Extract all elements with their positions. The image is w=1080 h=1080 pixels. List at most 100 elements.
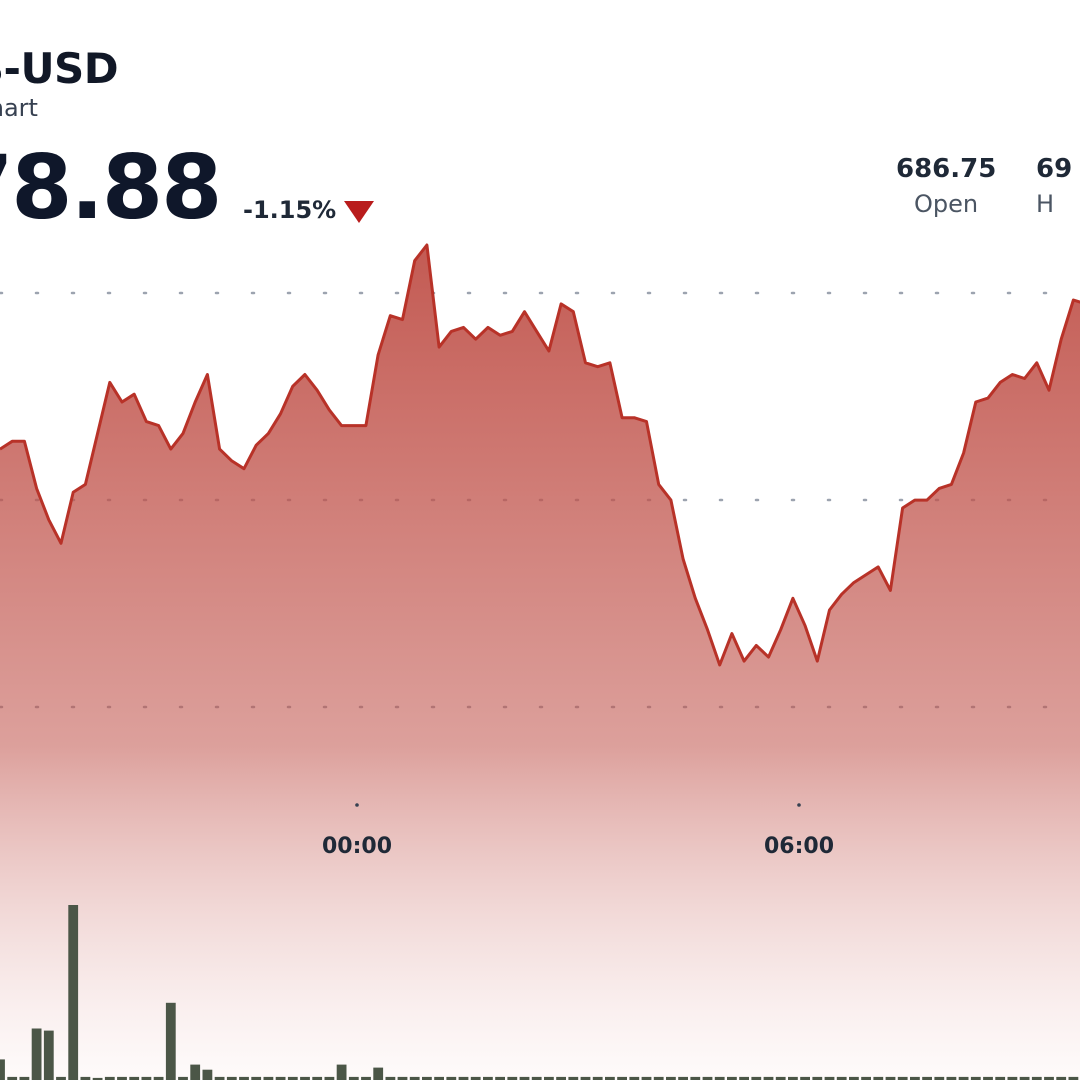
x-tick-mark [355,803,359,807]
volume-bar [641,1076,652,1080]
volume-bar [788,1076,798,1080]
volume-bar [605,1076,615,1080]
volume-bar [214,1076,225,1080]
volume-bar [922,1076,932,1080]
volume-bar [995,1076,1006,1080]
stat-high-label: H [1036,190,1055,218]
volume-bar [714,1076,725,1080]
volume-bar [629,1076,640,1080]
stat-high-value: 69 [1036,154,1073,184]
volume-bar [544,1076,554,1080]
volume-bar [970,1076,981,1080]
price-change-percent: -1.15% [243,196,337,224]
volume-bar [702,1076,713,1080]
volume-bar [1044,1076,1054,1080]
volume-bar [43,1030,54,1080]
volume-bar [336,1064,347,1080]
volume-bar [141,1076,152,1080]
volume-bar [812,1076,823,1080]
volume-bar [92,1077,103,1080]
volume-bar [422,1076,432,1080]
stat-high: 69 H [1036,154,1080,218]
volume-bar [824,1076,835,1080]
volume-bar [287,1076,298,1080]
volume-bars [0,905,1079,1080]
volume-bar [958,1076,969,1080]
stat-open: 686.75 Open [896,154,996,218]
volume-bar [275,1076,286,1080]
x-tick-marks [355,803,801,807]
volume-bar [983,1076,993,1080]
volume-bar [56,1076,66,1080]
volume-bar [373,1067,384,1080]
volume-bar [946,1076,957,1080]
volume-bar [727,1076,737,1080]
volume-bar [104,1076,115,1080]
volume-bar [202,1069,213,1080]
volume-bar [324,1076,335,1080]
volume-bar [617,1076,627,1080]
volume-bar [226,1076,237,1080]
current-price: 78.88 [0,136,222,239]
volume-bar [1068,1076,1079,1080]
volume-bar [470,1076,481,1080]
volume-bar [690,1076,701,1080]
x-tick-mark [797,803,801,807]
volume-bar [153,1076,164,1080]
down-arrow-icon [344,201,374,223]
volume-bar [861,1076,871,1080]
volume-bar [7,1076,18,1080]
volume-bar [397,1076,408,1080]
volume-bar [1019,1076,1030,1080]
volume-bar [910,1076,920,1080]
volume-bar [312,1076,323,1080]
volume-bar [800,1076,810,1080]
volume-bar [1031,1076,1042,1080]
volume-bar [531,1076,542,1080]
volume-bar [348,1076,359,1080]
chart-subtitle: Chart [0,94,38,122]
volume-bar [434,1076,444,1080]
volume-bar [483,1076,493,1080]
volume-bar [361,1076,371,1080]
volume-bar [507,1076,518,1080]
volume-bar [129,1076,140,1080]
volume-bar [178,1076,188,1080]
volume-bar [897,1076,908,1080]
volume-bar [263,1076,274,1080]
volume-bar [239,1076,249,1080]
volume-bar [446,1076,457,1080]
volume-bar [751,1076,762,1080]
volume-bar [300,1076,310,1080]
volume-bar [1056,1076,1067,1080]
x-tick-label: 00:00 [321,834,393,859]
price-line [0,243,1080,667]
volume-bar [775,1076,786,1080]
volume-bar [653,1076,664,1080]
volume-bar [251,1076,262,1080]
volume-bar [458,1076,469,1080]
volume-bar [873,1076,884,1080]
volume-bar [190,1064,201,1080]
volume-bar [1007,1076,1018,1080]
volume-bar [31,1028,42,1080]
ticker-symbol: B-USD [0,44,119,93]
volume-bar [849,1076,859,1080]
volume-bar [80,1076,91,1080]
volume-bar [495,1076,505,1080]
volume-bar [409,1076,420,1080]
volume-bar [385,1076,396,1080]
volume-bar [0,1059,5,1080]
volume-bar [580,1076,591,1080]
price-area [0,245,1080,1080]
stat-open-label: Open [913,190,979,218]
volume-bar [19,1076,30,1080]
volume-bar [666,1076,676,1080]
volume-bar [556,1076,566,1080]
volume-bar [763,1076,774,1080]
volume-bar [568,1076,579,1080]
x-tick-label: 06:00 [763,834,835,859]
volume-bar [165,1002,176,1080]
